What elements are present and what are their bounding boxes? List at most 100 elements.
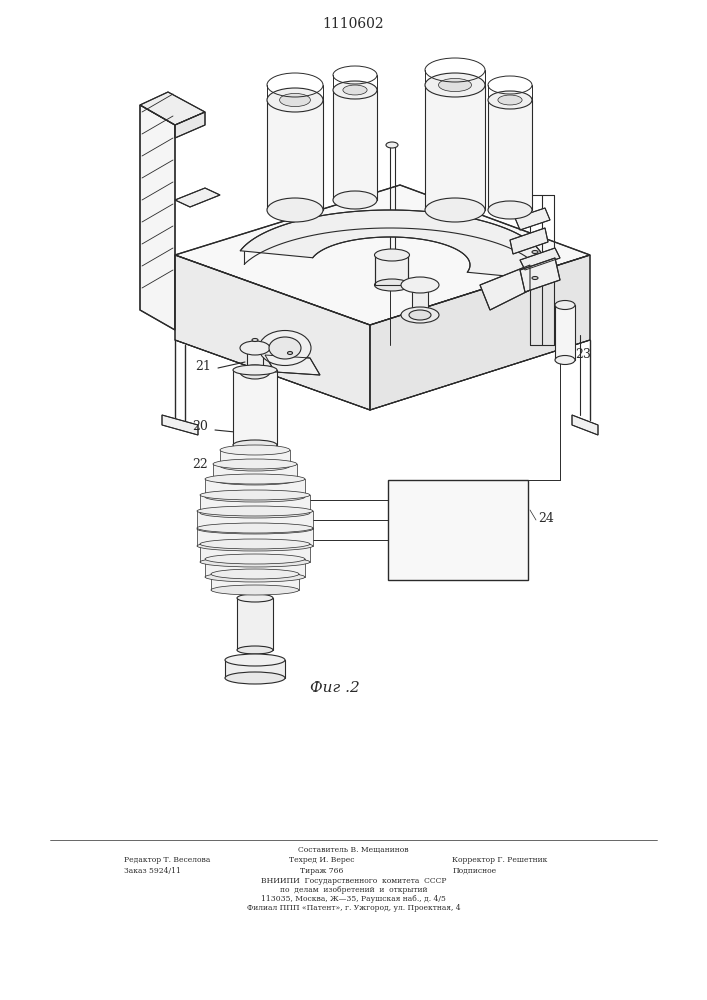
Polygon shape (175, 185, 590, 325)
Polygon shape (333, 90, 377, 200)
Ellipse shape (409, 310, 431, 320)
Ellipse shape (532, 276, 538, 279)
Ellipse shape (205, 554, 305, 564)
Text: 23: 23 (575, 348, 591, 361)
Polygon shape (175, 112, 205, 138)
Ellipse shape (240, 341, 270, 355)
Ellipse shape (425, 73, 485, 97)
Ellipse shape (211, 569, 299, 579)
Polygon shape (213, 464, 297, 480)
Polygon shape (140, 92, 205, 125)
Polygon shape (197, 528, 313, 546)
Ellipse shape (401, 307, 439, 323)
Ellipse shape (488, 201, 532, 219)
Polygon shape (175, 255, 370, 410)
Ellipse shape (225, 654, 285, 666)
Text: 1110602: 1110602 (322, 17, 384, 31)
Text: 20: 20 (192, 420, 208, 433)
Text: Фиг .2: Фиг .2 (310, 681, 360, 695)
Ellipse shape (200, 557, 310, 567)
Polygon shape (225, 660, 285, 678)
Polygon shape (237, 598, 273, 650)
Ellipse shape (498, 95, 522, 105)
Ellipse shape (197, 523, 313, 533)
Text: Заказ 5924/11: Заказ 5924/11 (124, 867, 180, 875)
Ellipse shape (200, 508, 310, 518)
Polygon shape (480, 265, 530, 310)
Ellipse shape (233, 365, 277, 375)
Text: 113035, Москва, Ж—35, Раушская наб., д. 4/5: 113035, Москва, Ж—35, Раушская наб., д. … (261, 895, 446, 903)
Polygon shape (515, 208, 550, 230)
Ellipse shape (555, 356, 575, 364)
Text: Составитель В. Мещанинов: Составитель В. Мещанинов (298, 846, 409, 854)
Polygon shape (412, 285, 428, 315)
Text: Техред И. Верес: Техред И. Верес (289, 856, 354, 864)
Text: Филиал ППП «Патент», г. Ужгород, ул. Проектная, 4: Филиал ППП «Патент», г. Ужгород, ул. Про… (247, 904, 460, 912)
Text: Корректор Г. Решетник: Корректор Г. Решетник (452, 856, 548, 864)
Text: 22: 22 (192, 458, 208, 471)
Polygon shape (425, 85, 485, 210)
Polygon shape (520, 258, 560, 292)
Polygon shape (162, 415, 198, 435)
Ellipse shape (288, 352, 293, 355)
Polygon shape (233, 370, 277, 445)
Polygon shape (200, 544, 310, 562)
Ellipse shape (240, 365, 270, 379)
Text: 24: 24 (538, 512, 554, 525)
Ellipse shape (197, 524, 313, 534)
Ellipse shape (259, 330, 311, 365)
Ellipse shape (438, 78, 472, 92)
Polygon shape (370, 255, 590, 410)
Ellipse shape (213, 459, 297, 469)
Polygon shape (267, 100, 323, 210)
Ellipse shape (375, 279, 409, 291)
Ellipse shape (220, 445, 290, 455)
Ellipse shape (237, 646, 273, 654)
Polygon shape (265, 355, 320, 375)
Polygon shape (510, 228, 548, 254)
Ellipse shape (252, 338, 258, 342)
Polygon shape (555, 305, 575, 360)
Ellipse shape (211, 585, 299, 595)
Ellipse shape (267, 198, 323, 222)
Polygon shape (205, 479, 305, 497)
Ellipse shape (197, 506, 313, 516)
Text: Редактор Т. Веселова: Редактор Т. Веселова (124, 856, 210, 864)
Polygon shape (520, 248, 560, 270)
Polygon shape (205, 559, 305, 577)
Ellipse shape (205, 572, 305, 582)
Polygon shape (572, 415, 598, 435)
Ellipse shape (205, 474, 305, 484)
Text: 21: 21 (195, 360, 211, 373)
Ellipse shape (267, 88, 323, 112)
Polygon shape (488, 100, 532, 210)
Polygon shape (140, 105, 175, 330)
Text: по  делам  изобретений  и  открытий: по делам изобретений и открытий (280, 886, 427, 894)
Ellipse shape (555, 300, 575, 310)
Polygon shape (240, 210, 545, 279)
Polygon shape (220, 450, 290, 466)
Ellipse shape (343, 85, 367, 95)
Ellipse shape (425, 198, 485, 222)
Ellipse shape (213, 475, 297, 485)
Text: Тираж 766: Тираж 766 (300, 867, 344, 875)
Polygon shape (211, 574, 299, 590)
Ellipse shape (386, 142, 398, 148)
Ellipse shape (401, 277, 439, 293)
Ellipse shape (237, 594, 273, 602)
Ellipse shape (205, 492, 305, 502)
Ellipse shape (333, 191, 377, 209)
Ellipse shape (220, 461, 290, 471)
Text: Подписное: Подписное (452, 867, 496, 875)
Polygon shape (197, 511, 313, 529)
Ellipse shape (200, 490, 310, 500)
Polygon shape (175, 188, 220, 207)
Ellipse shape (279, 93, 310, 107)
Ellipse shape (225, 672, 285, 684)
Text: ВНИИПИ  Государственного  комитета  СССР: ВНИИПИ Государственного комитета СССР (261, 877, 446, 885)
Polygon shape (247, 348, 263, 372)
Ellipse shape (532, 250, 538, 253)
Polygon shape (375, 255, 408, 285)
Polygon shape (388, 480, 528, 580)
Polygon shape (200, 495, 310, 513)
